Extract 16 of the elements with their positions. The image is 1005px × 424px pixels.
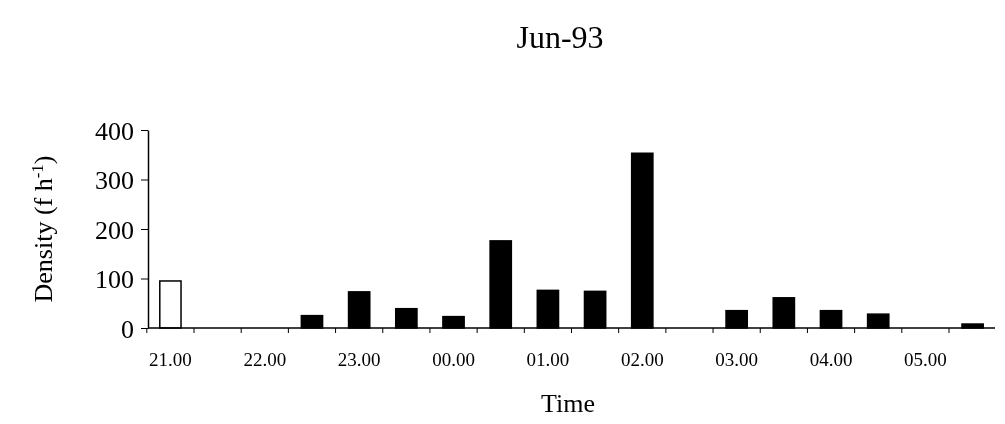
- x-tick-label: 05.00: [904, 349, 947, 370]
- chart-title: Jun-93: [516, 19, 604, 55]
- x-axis-title: Time: [541, 389, 595, 418]
- x-tick-label: 23.00: [337, 349, 381, 370]
- y-tick-label: 200: [95, 215, 134, 245]
- y-tick-label: 300: [95, 166, 134, 196]
- x-tick-label: 00.00: [432, 349, 475, 370]
- x-tick-label: 01.00: [526, 349, 570, 370]
- y-tick-label: 0: [121, 314, 134, 344]
- x-tick-label: 21.00: [149, 349, 192, 370]
- x-tick-label: 22.00: [243, 349, 287, 370]
- y-tick-label: 400: [95, 116, 134, 146]
- x-tick-label: 04.00: [809, 349, 853, 370]
- y-tick-label: 100: [95, 265, 134, 295]
- x-tick-label: 02.00: [620, 349, 664, 370]
- x-tick-label: 03.00: [715, 349, 759, 370]
